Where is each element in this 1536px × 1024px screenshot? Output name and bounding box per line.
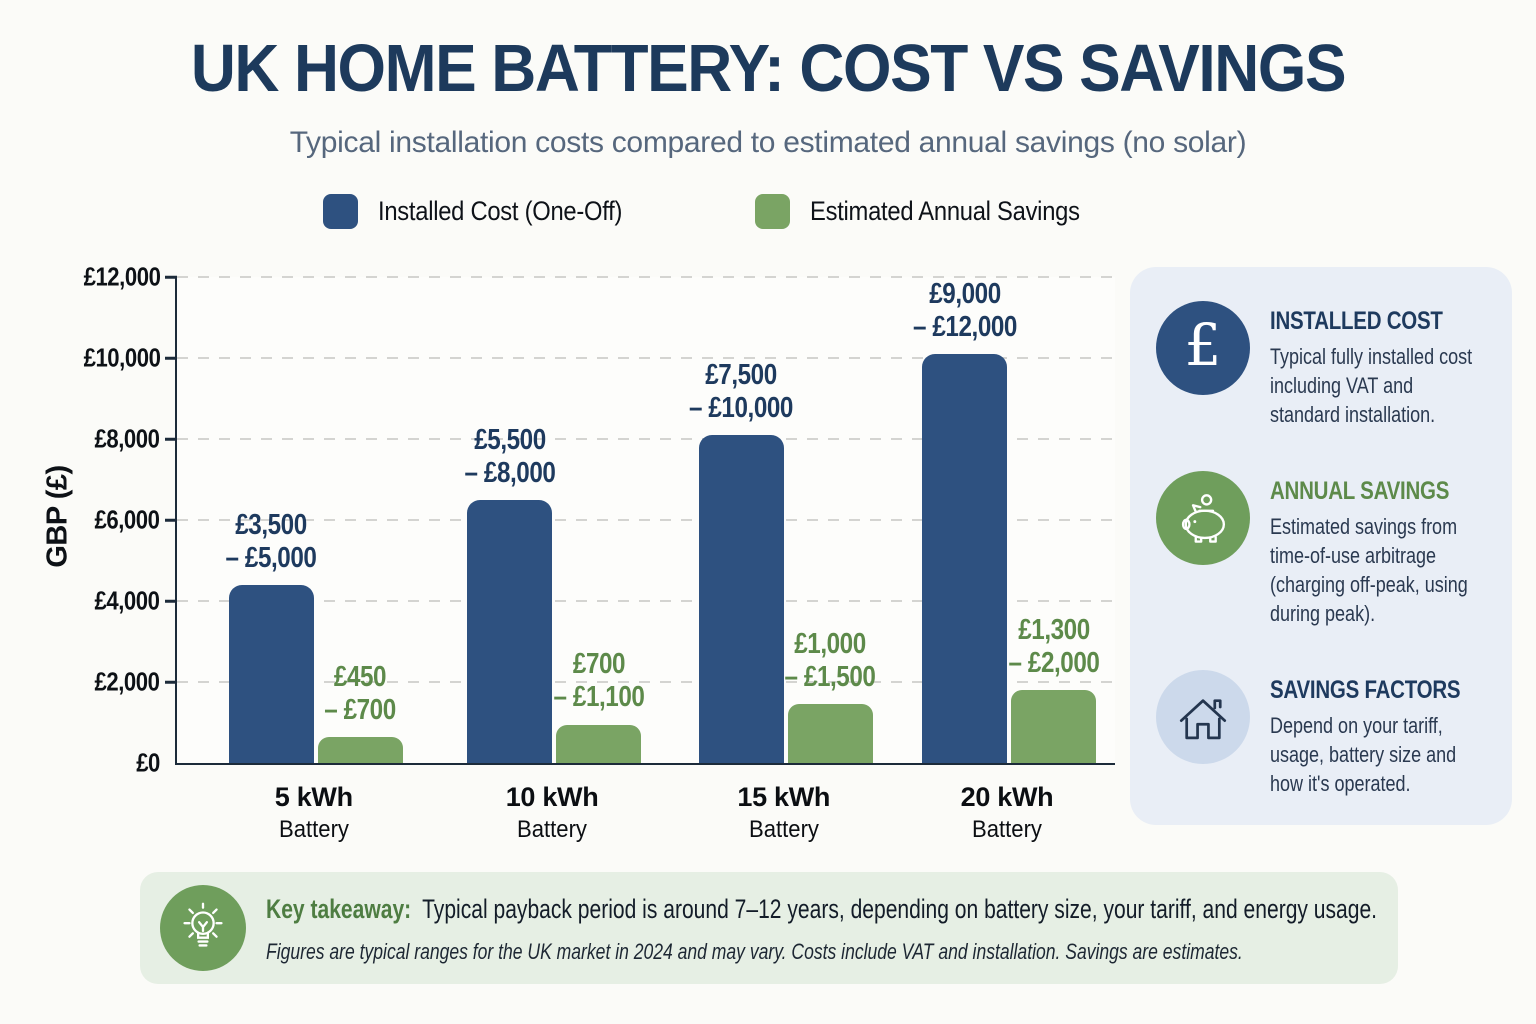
cost-bar-20kwh bbox=[922, 353, 1007, 763]
bar-range-label: £7,500– £10,000 bbox=[689, 358, 794, 424]
savings-bar-5kwh bbox=[317, 737, 403, 763]
bar-range-label: £700– £1,100 bbox=[553, 648, 645, 714]
card-body: Estimated savings from time-of-use arbit… bbox=[1270, 514, 1468, 627]
card-title: ANNUAL SAVINGS bbox=[1270, 477, 1450, 506]
card-title: INSTALLED COST bbox=[1270, 307, 1443, 335]
y-tick-mark bbox=[165, 437, 177, 441]
bar-group: £7,500– £10,000 £1,000– £1,500 bbox=[689, 277, 876, 763]
y-tick-mark bbox=[165, 518, 177, 522]
bar-group: £9,000– £12,000 £1,300– £2,000 bbox=[913, 277, 1099, 763]
plot-area: £3,500– £5,000 £450– £700 £5,500– £8,000 £7… bbox=[165, 275, 1115, 765]
bar-range-label: £450– £700 bbox=[324, 661, 397, 727]
key-takeaway-banner: Key takeaway: Typical payback period is a… bbox=[140, 872, 1398, 984]
y-tick-label: £2,000 bbox=[94, 666, 160, 697]
page-title: UK HOME BATTERY: COST VS SAVINGS bbox=[190, 31, 1347, 106]
y-tick-label: £8,000 bbox=[94, 423, 160, 454]
takeaway-note: Figures are typical ranges for the UK ma… bbox=[266, 939, 1243, 964]
y-tick-mark bbox=[165, 275, 177, 279]
lightbulb-icon bbox=[160, 885, 246, 971]
cost-bar-10kwh bbox=[467, 499, 553, 763]
legend-label: Estimated Annual Savings bbox=[810, 196, 1081, 226]
bar-range-label: £9,000– £12,000 bbox=[912, 277, 1017, 343]
gridline bbox=[177, 437, 1113, 440]
legend-item-installed-cost: Installed Cost (One-Off) bbox=[323, 194, 655, 229]
x-tick-label: 5 kWh Battery bbox=[274, 782, 353, 843]
card-installed-cost: £ INSTALLED COST Typical fully installed… bbox=[1156, 301, 1488, 429]
bar-range-label: £1,000– £1,500 bbox=[784, 628, 876, 694]
bar-range-label: £3,500– £5,000 bbox=[225, 508, 317, 574]
card-savings-factors: SAVINGS FACTORS Depend on your tariff, u… bbox=[1156, 670, 1488, 798]
y-tick-mark bbox=[165, 599, 177, 603]
y-tick-label: £10,000 bbox=[83, 342, 160, 373]
page-subtitle: Typical installation costs compared to e… bbox=[289, 126, 1247, 159]
y-tick-mark bbox=[165, 680, 177, 684]
cost-bar-15kwh bbox=[698, 434, 784, 763]
gridline bbox=[177, 680, 1113, 683]
takeaway-label: Key takeaway: bbox=[266, 894, 412, 924]
y-tick-label: £12,000 bbox=[83, 261, 160, 292]
gridline bbox=[177, 275, 1113, 278]
bar-range-label: £1,300– £2,000 bbox=[1008, 614, 1099, 680]
legend-item-annual-savings: Estimated Annual Savings bbox=[755, 194, 1117, 229]
y-tick-label: £4,000 bbox=[94, 585, 160, 616]
savings-bar-10kwh bbox=[556, 724, 642, 763]
gridline bbox=[177, 356, 1113, 359]
chart-legend: Installed Cost (One-Off) Estimated Annua… bbox=[0, 194, 1440, 229]
y-tick-mark bbox=[165, 356, 177, 360]
card-annual-savings: ANNUAL SAVINGS Estimated savings from ti… bbox=[1156, 471, 1488, 628]
card-title: SAVINGS FACTORS bbox=[1270, 676, 1461, 705]
x-tick-label: 10 kWh Battery bbox=[505, 782, 599, 843]
x-tick-label: 20 kWh Battery bbox=[960, 782, 1054, 843]
card-body: Typical fully installed cost including V… bbox=[1270, 344, 1473, 428]
card-body: Depend on your tariff, usage, battery si… bbox=[1270, 713, 1457, 797]
gridline bbox=[177, 518, 1113, 521]
y-axis-ticks: £0 £2,000 £4,000 £6,000 £8,000 £10,000 £12,000 bbox=[0, 262, 160, 778]
y-tick-label: £0 bbox=[136, 747, 160, 778]
legend-swatch-blue bbox=[323, 194, 359, 229]
savings-bar-20kwh bbox=[1011, 690, 1096, 763]
info-sidebar: £ INSTALLED COST Typical fully installed… bbox=[1130, 267, 1512, 825]
legend-label: Installed Cost (One-Off) bbox=[378, 196, 623, 226]
bar-group: £3,500– £5,000 £450– £700 bbox=[226, 277, 403, 763]
gridline bbox=[177, 599, 1113, 602]
takeaway-line: Key takeaway: Typical payback period is a… bbox=[266, 894, 1377, 925]
takeaway-text: Typical payback period is around 7–12 ye… bbox=[422, 894, 1378, 924]
pound-sign-icon: £ bbox=[1156, 301, 1250, 395]
y-tick-label: £6,000 bbox=[94, 504, 160, 535]
legend-swatch-green bbox=[755, 194, 791, 229]
house-icon bbox=[1156, 670, 1250, 765]
piggy-bank-icon bbox=[1156, 471, 1250, 566]
bar-range-label: £5,500– £8,000 bbox=[464, 423, 556, 489]
x-tick-label: 15 kWh Battery bbox=[737, 782, 831, 843]
savings-bar-15kwh bbox=[787, 704, 873, 763]
cost-bar-5kwh bbox=[228, 584, 314, 763]
bar-group: £5,500– £8,000 £700– £1,100 bbox=[464, 277, 644, 763]
